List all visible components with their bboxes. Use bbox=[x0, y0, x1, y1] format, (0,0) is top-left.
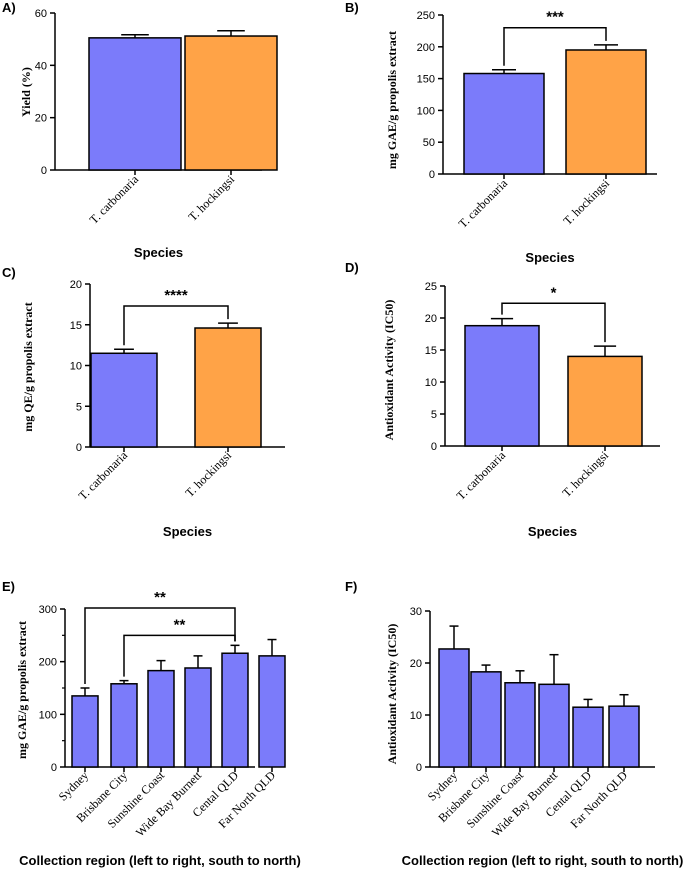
chart-panel: D) Antioxidant Activity (IC50) 0 5 10 15 20 25 T… bbox=[345, 260, 660, 539]
category-label: T. hockingsi bbox=[560, 176, 612, 228]
y-tick-label: 250 bbox=[417, 10, 435, 22]
bar bbox=[470, 671, 502, 768]
category-label: T. hockingsi bbox=[185, 172, 237, 224]
bar bbox=[90, 352, 158, 448]
category-label: T. hockingsi bbox=[182, 448, 234, 500]
y-tick-label: 10 bbox=[425, 377, 437, 389]
y-tick-label: 15 bbox=[425, 345, 437, 357]
y-tick-label: 150 bbox=[417, 74, 435, 86]
y-tick-label: 0 bbox=[429, 169, 435, 181]
y-tick-label: 5 bbox=[431, 409, 437, 421]
bar bbox=[221, 652, 249, 768]
significance-bracket bbox=[84, 607, 236, 684]
y-tick-label: 0 bbox=[431, 441, 437, 453]
y-tick-label: 0 bbox=[76, 442, 82, 454]
significance-bracket bbox=[123, 634, 236, 677]
chart-panel: B) mg GAE/g propolis extract 0 50 100 150 200 2… bbox=[345, 0, 657, 265]
bar bbox=[184, 35, 278, 171]
y-tick-label: 100 bbox=[417, 105, 435, 117]
y-axis-label: Yield (%) bbox=[19, 67, 33, 117]
y-tick-label: 10 bbox=[410, 710, 422, 722]
y-tick-label: 0 bbox=[416, 762, 422, 774]
category-label: T. carbonaria bbox=[454, 448, 509, 503]
y-tick-label: 60 bbox=[35, 8, 47, 20]
bar bbox=[567, 355, 643, 447]
y-axis-label: Antioxidant Activity (IC50) bbox=[382, 300, 396, 441]
bar bbox=[438, 648, 470, 768]
y-tick-label: 40 bbox=[35, 60, 47, 72]
significance-label: ** bbox=[154, 589, 166, 606]
significance-label: * bbox=[551, 284, 557, 301]
y-axis-label: mg GAE/g propolis extract bbox=[385, 31, 399, 169]
category-label: T. carbonaria bbox=[456, 176, 511, 231]
y-tick-label: 20 bbox=[425, 313, 437, 325]
category-label: T. hockingsi bbox=[559, 448, 611, 500]
y-tick-label: 15 bbox=[70, 320, 82, 332]
bar bbox=[110, 683, 138, 768]
bar bbox=[572, 706, 604, 768]
chart-panel: C) mg QE/g propolis extract 0 5 10 15 20 T. car… bbox=[2, 265, 285, 539]
y-tick-label: 10 bbox=[70, 361, 82, 373]
y-axis-label: mg GAE/g propolis extract bbox=[15, 621, 29, 759]
y-axis-label: Antioxidant Activity (IC50) bbox=[385, 624, 399, 765]
y-axis-label: mg QE/g propolis extract bbox=[21, 302, 35, 431]
x-axis-title: Species bbox=[163, 524, 212, 539]
significance-label: ** bbox=[174, 616, 186, 633]
chart-panel: A) Yield (%) 0 20 40 60 T. carbonaria T. hockin… bbox=[2, 0, 278, 260]
bar bbox=[538, 683, 570, 768]
bar bbox=[565, 49, 647, 175]
bar bbox=[464, 324, 540, 447]
bar bbox=[71, 695, 99, 768]
y-tick-label: 20 bbox=[35, 113, 47, 125]
bar bbox=[184, 667, 212, 768]
significance-bracket bbox=[501, 302, 606, 343]
y-tick-label: 20 bbox=[410, 658, 422, 670]
y-tick-label: 5 bbox=[76, 401, 82, 413]
panel-letter: F) bbox=[345, 579, 357, 594]
category-label: Sydney bbox=[56, 768, 91, 803]
significance-label: *** bbox=[546, 9, 564, 26]
y-tick-label: 25 bbox=[425, 281, 437, 293]
significance-bracket bbox=[503, 26, 607, 66]
category-label: T. carbonaria bbox=[76, 448, 131, 503]
panel-letter: B) bbox=[345, 0, 359, 15]
chart-panel: E) mg GAE/g propolis extract 0 100 200 300 Syd… bbox=[2, 579, 301, 868]
chart-panel: F)Antioxidant Activity (IC50)0102030Sydn… bbox=[345, 579, 683, 868]
panel-letter: D) bbox=[345, 260, 359, 275]
significance-label: **** bbox=[164, 287, 188, 304]
y-tick-label: 0 bbox=[51, 762, 57, 774]
significance-bracket bbox=[123, 305, 229, 346]
x-axis-title: Collection region (left to right, south … bbox=[402, 853, 684, 868]
x-axis-title: Species bbox=[134, 245, 183, 260]
bar bbox=[608, 705, 640, 768]
y-tick-label: 300 bbox=[39, 604, 57, 616]
y-tick-label: 100 bbox=[39, 709, 57, 721]
y-tick-label: 30 bbox=[410, 606, 422, 618]
x-axis-title: Collection region (left to right, south … bbox=[19, 853, 301, 868]
panel-letter: A) bbox=[2, 0, 16, 15]
category-label: T. carbonaria bbox=[87, 172, 142, 227]
bar bbox=[258, 655, 286, 768]
y-tick-label: 0 bbox=[41, 165, 47, 177]
bar bbox=[147, 669, 175, 768]
y-tick-label: 200 bbox=[417, 42, 435, 54]
panel-letter: E) bbox=[2, 579, 15, 594]
x-axis-title: Species bbox=[525, 250, 574, 265]
bar bbox=[463, 72, 545, 175]
panel-letter: C) bbox=[2, 265, 16, 280]
y-tick-label: 50 bbox=[423, 137, 435, 149]
bar bbox=[194, 327, 262, 448]
category-label: Wide Bay Burnett bbox=[133, 768, 205, 840]
y-tick-label: 20 bbox=[70, 279, 82, 291]
y-tick-label: 200 bbox=[39, 657, 57, 669]
bar bbox=[88, 37, 182, 171]
x-axis-title: Species bbox=[528, 524, 577, 539]
bar bbox=[504, 682, 536, 768]
